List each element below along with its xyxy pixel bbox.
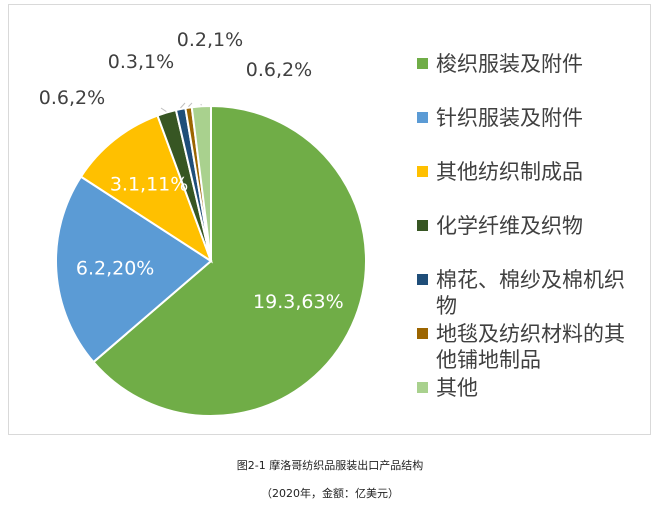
slice-data-label: 6.2,20%	[76, 257, 155, 279]
slice-data-label: 3.1,11%	[110, 173, 189, 195]
figure-subcaption: （2020年，金额：亿美元）	[261, 487, 399, 500]
leader-line	[188, 102, 193, 107]
legend-swatch	[417, 328, 428, 339]
legend-swatch	[417, 58, 428, 69]
legend-item-chemical-fibers: 化学纤维及织物	[417, 213, 636, 239]
legend-item-cotton: 棉花、棉纱及棉机织物	[417, 267, 636, 319]
legend-label: 棉花、棉纱及棉机织物	[436, 268, 625, 318]
legend-item-other-textiles: 其他纺织制成品	[417, 159, 636, 185]
legend-label: 化学纤维及织物	[436, 214, 583, 238]
pie-chart: 19.3,63%6.2,20%3.1,11%0.6,2%0.3,1%0.2,1%…	[39, 29, 367, 417]
slice-data-label: 0.6,2%	[246, 59, 312, 81]
legend-item-woven-apparel: 梭织服装及附件	[417, 51, 636, 77]
legend-label: 其他纺织制成品	[436, 160, 583, 184]
leader-line	[180, 102, 186, 109]
pie-slice	[190, 104, 212, 262]
legend-swatch	[417, 382, 428, 393]
pie-slice	[55, 175, 213, 364]
slice-data-label: 0.3,1%	[108, 51, 174, 73]
chart-frame: 19.3,63% 6.2,20% 3.1,11% 0.6,2% 0.3,1% 0.2,1%…	[8, 4, 651, 435]
figure-caption: 图2-1 摩洛哥纺织品服装出口产品结构	[236, 459, 424, 472]
legend-label: 其他	[436, 376, 478, 400]
legend-swatch	[417, 166, 428, 177]
leader-line	[160, 107, 167, 112]
slice-data-label: 0.2,1%	[177, 29, 243, 51]
pie-slice	[79, 114, 213, 264]
legend-swatch	[417, 112, 428, 123]
legend-item-knitted-apparel: 针织服装及附件	[417, 105, 636, 131]
slice-data-label: 0.6,2%	[39, 87, 105, 109]
legend-swatch	[417, 274, 428, 285]
legend-label: 针织服装及附件	[436, 106, 583, 130]
legend-item-other: 其他	[417, 375, 636, 401]
legend-item-carpets: 地毯及纺织材料的其他铺地制品	[417, 321, 636, 373]
slice-data-label: 19.3,63%	[253, 291, 344, 313]
pie-slice	[92, 104, 367, 417]
legend-label: 梭织服装及附件	[436, 52, 583, 76]
legend-label: 地毯及纺织材料的其他铺地制品	[436, 322, 625, 372]
legend-swatch	[417, 220, 428, 231]
